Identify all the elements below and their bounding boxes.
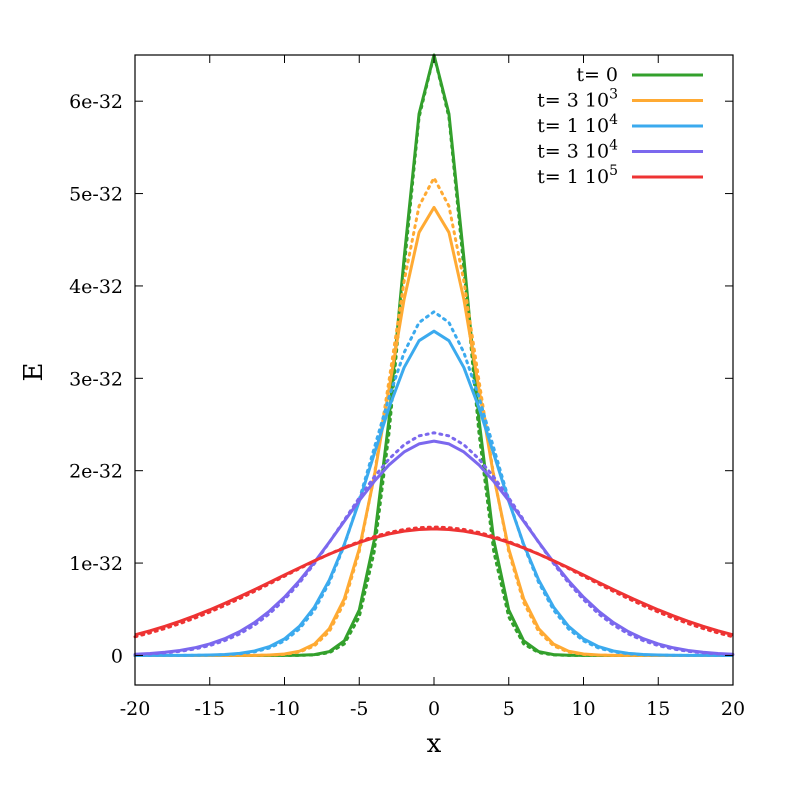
legend-label: t= 0 — [576, 64, 618, 86]
x-tick-label: -5 — [350, 698, 369, 720]
series-line — [134, 527, 734, 637]
y-tick-label: 6e-32 — [69, 91, 123, 113]
plot-frame — [134, 54, 734, 686]
x-tick-label: -10 — [269, 698, 300, 720]
y-axis-label: E — [19, 363, 49, 382]
x-axis-label: x — [427, 729, 442, 759]
y-tick-label: 0 — [111, 645, 123, 667]
y-tick-label: 4e-32 — [69, 276, 123, 298]
y-tick-label: 1e-32 — [69, 553, 123, 575]
y-tick-label: 3e-32 — [69, 368, 123, 390]
legend-label: t= 3 103 — [537, 87, 618, 112]
x-tick-label: 20 — [721, 698, 745, 720]
series-curves — [133, 53, 735, 657]
series-line-dotted — [133, 174, 735, 657]
series-line — [134, 329, 734, 657]
x-tick-label: 0 — [428, 698, 440, 720]
series-line — [134, 439, 734, 656]
x-tick-label: -20 — [120, 698, 151, 720]
x-tick-label: 5 — [503, 698, 515, 720]
series-line-dotted — [133, 525, 735, 639]
axis-ticks: -20 -15 -10 -5 0 5 10 15 20 0 1e-32 2e-32 3e-32 4e-32… — [69, 55, 745, 720]
x-tick-label: 15 — [646, 698, 670, 720]
series-line-dotted — [133, 431, 735, 657]
legend-label: t= 1 104 — [537, 112, 618, 137]
x-tick-label: -15 — [194, 698, 225, 720]
series-line — [135, 53, 733, 657]
y-tick-label: 2e-32 — [69, 461, 123, 483]
x-tick-label: 10 — [571, 698, 595, 720]
y-tick-label: 5e-32 — [69, 184, 123, 206]
legend-label: t= 3 104 — [537, 138, 618, 163]
series-line-dotted — [133, 54, 735, 657]
legend-label: t= 1 105 — [537, 163, 618, 188]
